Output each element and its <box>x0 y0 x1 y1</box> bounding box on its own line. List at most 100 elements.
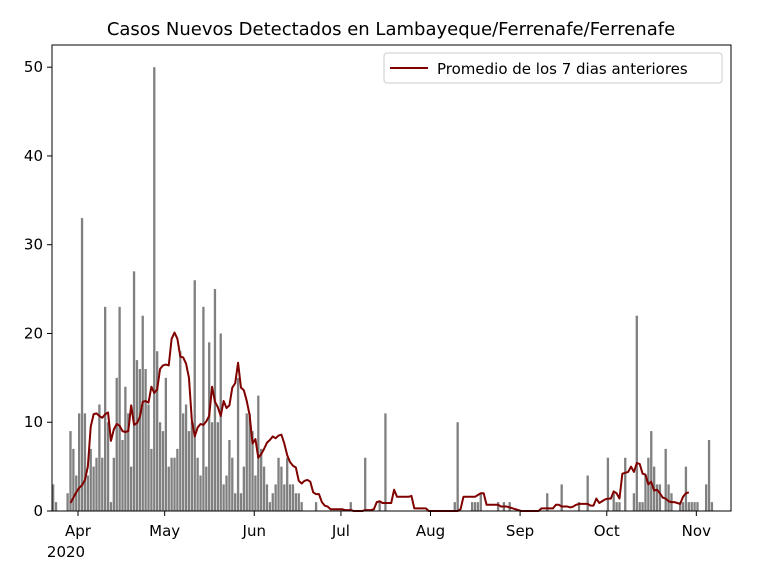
bar <box>89 448 92 511</box>
y-axis: 0 10 20 30 40 50 <box>24 58 52 520</box>
bar <box>196 457 199 511</box>
bar <box>193 280 196 511</box>
bar <box>618 502 621 511</box>
bar <box>80 218 84 511</box>
bar <box>127 413 130 511</box>
bar <box>234 493 237 511</box>
bar <box>684 466 688 511</box>
bar <box>190 422 193 511</box>
bar <box>277 457 280 511</box>
bar <box>173 457 176 511</box>
bar <box>242 466 246 511</box>
x-tick-label: Aug <box>416 522 445 540</box>
bar <box>254 475 257 511</box>
bar <box>280 466 283 511</box>
y-tick-label: 30 <box>24 236 43 254</box>
bar <box>95 457 98 511</box>
bar <box>115 377 118 511</box>
bar <box>644 475 647 511</box>
bar <box>52 484 55 511</box>
bar <box>690 502 693 511</box>
bar <box>655 484 659 511</box>
bar <box>225 475 228 511</box>
bar <box>121 439 124 511</box>
bar <box>314 502 318 511</box>
bar <box>635 315 638 511</box>
bar <box>274 484 277 511</box>
bar <box>248 413 251 511</box>
bar <box>182 413 185 511</box>
bar <box>283 484 286 511</box>
bar <box>456 422 459 511</box>
bar <box>667 484 670 511</box>
bar <box>164 377 167 511</box>
x-tick-label: Nov <box>682 522 711 540</box>
legend: Promedio de los 7 dias anteriores <box>383 52 723 84</box>
bar <box>219 333 222 511</box>
bar <box>86 475 89 511</box>
series-line <box>69 331 690 512</box>
bar <box>473 502 477 511</box>
bar <box>364 457 367 511</box>
bar <box>202 306 205 511</box>
bar <box>687 502 690 511</box>
bar <box>615 502 618 511</box>
bar <box>546 493 549 511</box>
bar <box>349 502 352 511</box>
bar <box>150 448 153 511</box>
bar <box>179 351 182 511</box>
x-tick-label: Jun <box>242 522 266 540</box>
x-tick-label: Jul <box>331 522 350 540</box>
bar <box>664 448 667 511</box>
bar <box>236 377 240 511</box>
legend-box <box>383 52 723 84</box>
bar <box>586 475 589 511</box>
x-tick-label: May <box>149 522 180 540</box>
bar <box>156 351 159 511</box>
bar <box>144 368 147 511</box>
bar <box>69 431 72 511</box>
bar <box>271 493 274 511</box>
bar <box>231 457 234 511</box>
bar <box>167 466 170 511</box>
bar <box>158 422 162 511</box>
bar <box>577 502 581 511</box>
bar <box>479 493 482 511</box>
line-layer <box>69 331 690 512</box>
bar <box>101 457 104 511</box>
bar <box>135 360 139 511</box>
x-tick-label: Apr <box>65 522 92 540</box>
bar <box>606 457 610 511</box>
bar <box>176 448 179 511</box>
bar <box>104 306 107 511</box>
bar <box>681 502 685 511</box>
bar <box>612 493 615 511</box>
x-axis: Apr May Jun Jul Aug Sep Oct Nov <box>65 511 711 540</box>
bar <box>696 502 699 511</box>
bar <box>470 502 474 511</box>
x-tick-label: Sep <box>506 522 534 540</box>
bars-layer <box>52 67 714 511</box>
bar <box>83 413 87 511</box>
bar <box>170 457 173 511</box>
bar <box>294 493 298 511</box>
chart-title: Casos Nuevos Detectados en Lambayeque/Fe… <box>107 19 675 40</box>
bar <box>124 386 127 511</box>
bar <box>453 502 456 511</box>
bar <box>118 306 121 511</box>
bar <box>161 431 165 511</box>
y-tick-label: 40 <box>24 147 43 165</box>
bar <box>638 502 641 511</box>
bar <box>384 413 387 511</box>
bar <box>147 404 150 511</box>
legend-label: Promedio de los 7 dias anteriores <box>437 60 688 78</box>
bar <box>239 493 243 511</box>
bar <box>650 431 653 511</box>
bar <box>632 493 636 511</box>
bar <box>378 502 381 511</box>
bar <box>92 466 95 511</box>
bar <box>268 502 272 511</box>
bar <box>560 484 563 511</box>
bar <box>641 502 644 511</box>
bar <box>693 502 696 511</box>
